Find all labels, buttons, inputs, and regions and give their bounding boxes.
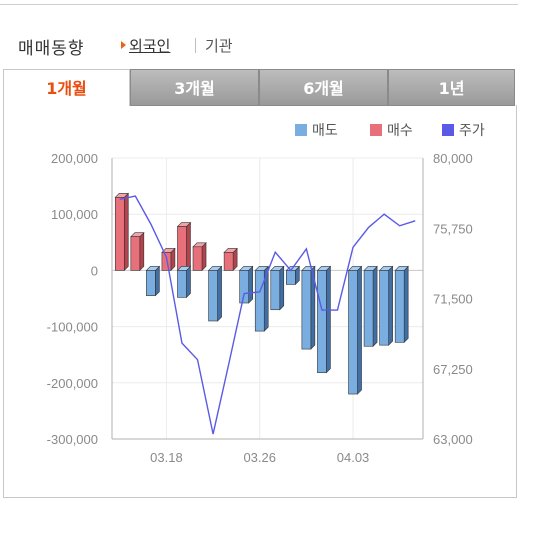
buy-bar-side (201, 242, 207, 272)
sell-bar (177, 270, 187, 298)
buy-bar-side (123, 192, 129, 272)
sell-bar (208, 270, 218, 322)
buy-bar (177, 226, 187, 271)
sell-bar-side (372, 265, 378, 347)
sell-bar (394, 270, 405, 343)
price-swatch-icon (442, 124, 454, 136)
sell-bar (270, 270, 281, 311)
right-axis-tick: 71,500 (433, 292, 473, 307)
left-axis-tick: 200,000 (51, 151, 98, 166)
legend-buy: 매수 (370, 120, 413, 140)
right-axis-tick: 80,000 (433, 151, 473, 166)
buy-swatch-icon (370, 124, 382, 136)
x-axis-tick: 03.18 (150, 450, 183, 465)
section-title: 매매동향 (18, 39, 85, 59)
buy-bar (130, 236, 141, 271)
right-axis-tick: 63,000 (433, 432, 473, 447)
left-axis-tick: 100,000 (51, 207, 98, 222)
sell-bar (146, 270, 156, 296)
left-axis-tick: 0 (91, 263, 98, 278)
legend-buy-label: 매수 (387, 123, 413, 139)
buy-bar (161, 252, 172, 271)
sell-bar (286, 270, 296, 285)
tab-6months[interactable]: 6개월 (259, 69, 388, 106)
price-line (119, 195, 416, 435)
tab-3months[interactable]: 3개월 (130, 69, 259, 106)
sell-swatch-icon (295, 124, 307, 136)
institution-link[interactable]: 기관 (205, 37, 233, 55)
x-axis-tick: 04.03 (337, 450, 370, 465)
right-axis-tick: 75,750 (433, 221, 473, 236)
sell-bar-side (357, 265, 362, 395)
buy-bar (192, 246, 203, 271)
buy-bar-side (186, 221, 191, 272)
legend-price-label: 주가 (459, 123, 485, 139)
link-separator (195, 38, 196, 53)
buy-bar (223, 252, 234, 271)
left-axis-tick: -300,000 (47, 432, 98, 447)
left-axis-tick: -200,000 (47, 376, 98, 391)
buy-bar (114, 197, 125, 271)
sell-bar (379, 270, 389, 346)
sell-bar (348, 270, 358, 395)
legend-price: 주가 (442, 120, 485, 140)
sell-bar-side (326, 265, 331, 374)
sell-bar (301, 270, 312, 350)
sell-bar (239, 270, 249, 304)
x-axis-tick: 03.26 (243, 450, 276, 465)
tab-1year[interactable]: 1년 (388, 69, 515, 106)
sell-bar (363, 270, 374, 347)
bullet-arrow-icon (121, 41, 126, 49)
sell-bar (254, 270, 265, 332)
right-axis-tick: 67,250 (433, 362, 473, 377)
tab-1month[interactable]: 1개월 (3, 69, 130, 106)
top-divider (0, 4, 518, 5)
sell-bar-side (217, 265, 222, 322)
sell-bar-side (279, 265, 285, 311)
foreign-investor-link[interactable]: 외국인 (129, 37, 171, 55)
sell-bar (317, 270, 327, 373)
sell-bar-side (186, 265, 191, 299)
legend-sell: 매도 (295, 120, 338, 140)
legend-sell-label: 매도 (312, 123, 338, 139)
sell-bar-side (403, 265, 409, 344)
sell-bar-side (248, 265, 253, 304)
buy-bar-side (139, 231, 145, 272)
left-axis-tick: -100,000 (47, 320, 98, 335)
sell-bar-side (155, 265, 160, 297)
sell-bar-side (388, 265, 393, 346)
